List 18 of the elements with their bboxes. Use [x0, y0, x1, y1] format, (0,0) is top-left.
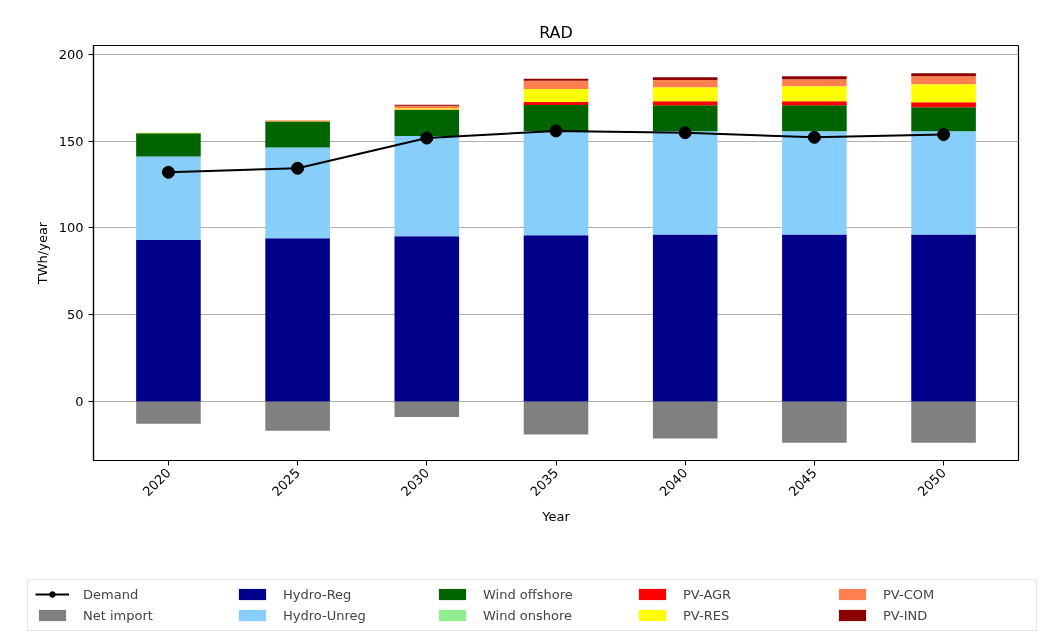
y-tick-label: 200	[58, 46, 84, 62]
legend-label: PV-IND	[883, 607, 929, 623]
legend-label: Demand	[83, 586, 140, 602]
y-tick-label: 100	[58, 220, 84, 236]
y-tick-label: 0	[75, 393, 84, 409]
y-axis-title: TWh/year	[34, 221, 50, 286]
y-tick-label: 50	[66, 307, 84, 323]
legend-label: Net import	[83, 607, 154, 623]
legend-label: PV-RES	[683, 607, 731, 623]
legend-label: Wind offshore	[483, 586, 574, 602]
chart-title: RAD	[539, 22, 573, 42]
x-axis-title: Year	[541, 509, 571, 525]
legend-label: Hydro-Unreg	[283, 607, 367, 623]
legend-label: PV-AGR	[683, 586, 733, 602]
y-tick-label: 150	[58, 133, 84, 149]
legend-label: Wind onshore	[483, 607, 574, 623]
legend-label: PV-COM	[883, 586, 936, 602]
legend-label: Hydro-Reg	[283, 586, 353, 602]
